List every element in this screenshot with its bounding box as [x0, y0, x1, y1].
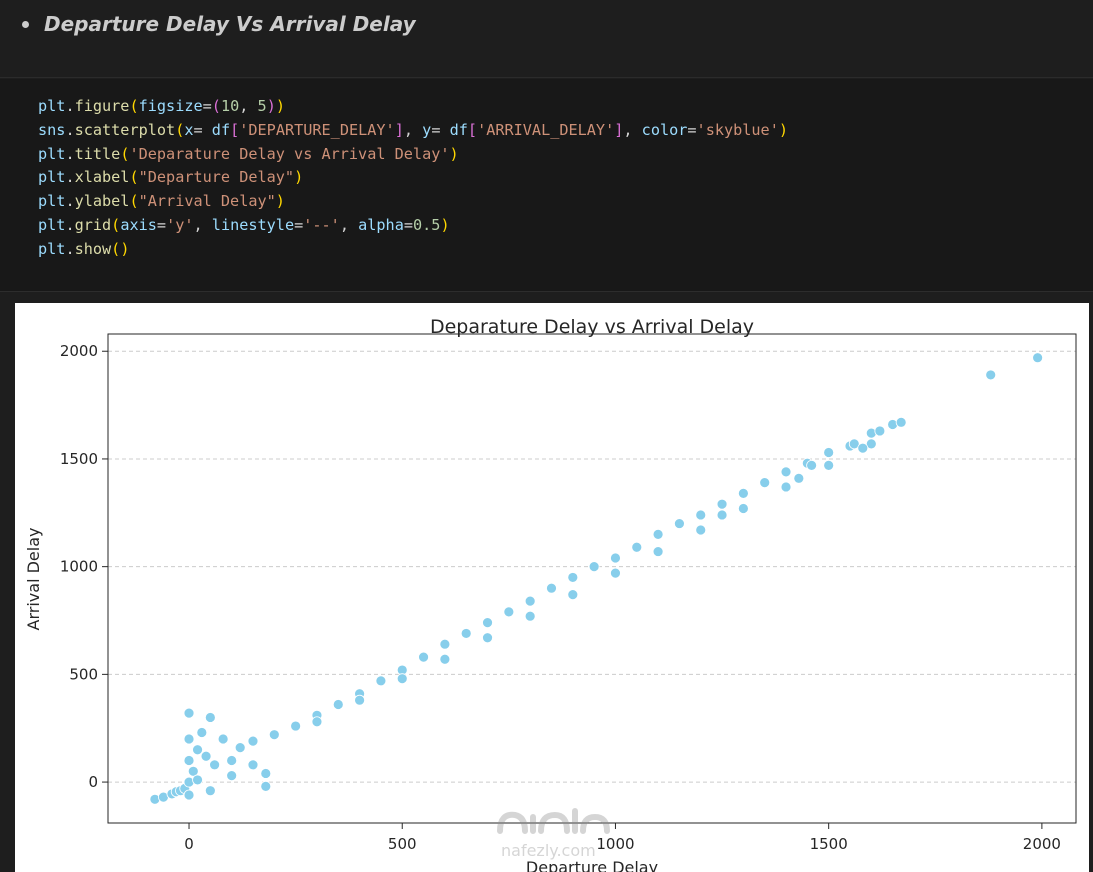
scatter-point [780, 466, 792, 478]
y-tick-label-3: 1500 [60, 450, 98, 468]
x-tick-label-1: 500 [388, 835, 417, 853]
scatter-point [482, 617, 493, 629]
scatter-point [780, 481, 792, 493]
y-tick-label-4: 2000 [60, 342, 98, 360]
x-axis-label: Departure Delay [526, 858, 658, 872]
scatter-point [192, 774, 203, 786]
scatter-point [823, 460, 835, 471]
code-line-6[interactable]: plt.grid(axis='y', linestyle='--', alpha… [38, 215, 450, 234]
scatter-point [503, 606, 515, 618]
y-tick-label-2: 1000 [60, 558, 98, 576]
scatter-point [332, 699, 344, 710]
x-tick-label-4: 2000 [1023, 835, 1061, 853]
scatter-point [759, 477, 771, 489]
scatter-point [354, 694, 365, 706]
scatter-point [396, 673, 408, 685]
scatter-point [865, 438, 877, 450]
scatter-point [985, 369, 997, 381]
scatter-point [460, 628, 472, 639]
scatter-point [631, 541, 643, 553]
x-tick-label-0: 0 [184, 835, 194, 853]
markdown-heading-text: Departure Delay Vs Arrival Delay [44, 12, 416, 36]
scatter-point [209, 759, 221, 771]
scatter-point [695, 509, 707, 521]
scatter-point [848, 438, 860, 450]
scatter-point [183, 733, 195, 745]
scatter-point [546, 582, 557, 594]
scatter-point [234, 742, 246, 754]
scatter-point [260, 780, 272, 792]
scatter-point [588, 561, 600, 573]
scatter-point [793, 472, 805, 484]
scatter-point [260, 768, 272, 779]
y-tick-label-0: 0 [88, 773, 98, 791]
scatter-point [226, 755, 238, 766]
scatter-point [192, 744, 203, 756]
scatter-point [226, 770, 238, 782]
scatter-point [716, 498, 728, 510]
scatter-point [247, 735, 259, 747]
markdown-cell: Departure Delay Vs Arrival Delay [0, 0, 1093, 78]
code-editor[interactable]: plt.figure(figsize=(10, 5)) sns.scatterp… [38, 95, 788, 262]
x-tick-label-2: 1000 [596, 835, 634, 853]
scatter-point [268, 729, 280, 741]
y-axis-label: Arrival Delay [24, 528, 43, 631]
scatter-point [204, 712, 216, 723]
scatter-point [567, 572, 579, 583]
scatter-point [204, 785, 216, 797]
scatter-point [806, 460, 818, 471]
code-line-4[interactable]: plt.xlabel("Departure Delay") [38, 168, 304, 187]
scatter-point [652, 546, 664, 557]
code-line-5[interactable]: plt.ylabel("Arrival Delay") [38, 192, 285, 211]
scatter-point [695, 524, 707, 536]
code-line-7[interactable]: plt.show() [38, 239, 130, 258]
scatter-point [482, 632, 493, 644]
bullet-icon [22, 20, 29, 28]
code-line-1[interactable]: plt.figure(figsize=(10, 5)) [38, 97, 286, 115]
markdown-heading: Departure Delay Vs Arrival Delay [22, 12, 416, 36]
scatter-point [610, 552, 621, 564]
scatter-point [183, 707, 195, 719]
axis-ticks: 0 500 1000 1500 2000 0 500 1000 1500 2000 [60, 342, 1061, 853]
code-line-2[interactable]: sns.scatterplot(x= df['DEPARTURE_DELAY']… [38, 120, 788, 139]
scatter-point [247, 759, 259, 771]
scatter-point [217, 733, 229, 745]
scatter-point [874, 425, 886, 437]
scatter-point [895, 416, 907, 428]
scatter-point [196, 727, 208, 738]
scatter-point [524, 595, 536, 607]
y-tick-label-1: 500 [69, 665, 98, 683]
scatter-point [375, 675, 387, 687]
scatter-point [674, 518, 685, 529]
scatter-point [857, 442, 869, 454]
scatter-points [149, 352, 1044, 805]
scatter-point [183, 755, 195, 766]
scatter-point [567, 589, 579, 601]
scatter-point [1032, 352, 1044, 364]
scatter-point [187, 765, 199, 777]
scatter-point [183, 789, 195, 801]
scatter-point [311, 716, 323, 728]
scatter-point [524, 610, 536, 622]
scatter-chart: Deparature Delay vs Arrival Delay 0 500 10… [15, 303, 1089, 872]
axes-frame [107, 333, 1077, 824]
code-line-3[interactable]: plt.title('Deparature Delay vs Arrival D… [38, 144, 459, 163]
x-tick-label-3: 1500 [810, 835, 848, 853]
chart-title: Deparature Delay vs Arrival Delay [430, 316, 754, 338]
scatter-point [439, 638, 451, 650]
scatter-point [610, 567, 621, 579]
scatter-point [737, 488, 749, 499]
scatter-point [418, 651, 429, 663]
scatter-point [716, 509, 728, 521]
code-cell[interactable]: plt.figure(figsize=(10, 5)) sns.scatterp… [0, 79, 1093, 292]
scatter-point [652, 528, 664, 540]
scatter-point [737, 503, 749, 514]
scatter-point [823, 447, 835, 458]
scatter-point [290, 720, 302, 732]
chart-svg: Deparature Delay vs Arrival Delay 0 500 10… [24, 316, 1077, 872]
scatter-point [439, 653, 451, 665]
scatter-point [200, 750, 212, 762]
